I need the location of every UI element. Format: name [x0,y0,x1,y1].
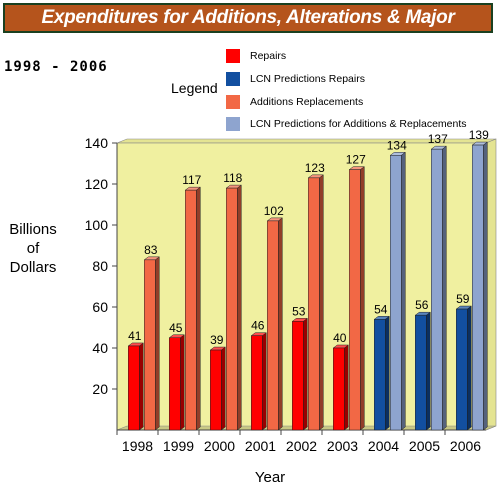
bar [415,314,427,431]
data-label: 54 [374,302,388,316]
y-tick-label: 60 [92,299,108,315]
legend-label: LCN Predictions for Additions & Replacem… [250,118,467,130]
bar-side [344,344,349,431]
bar-side [221,346,226,431]
legend-swatch [226,95,240,109]
data-label: 102 [264,204,284,218]
bar [128,345,140,431]
bar-side [385,315,390,431]
x-tick-label: 1999 [163,438,194,454]
data-label: 83 [144,243,158,257]
bar [292,321,304,431]
x-tick-label: 2006 [450,438,481,454]
bar [333,347,345,431]
y-axis-label: Billions of Dollars [0,220,66,277]
bar-side [319,174,324,431]
data-label: 139 [469,128,489,142]
bar [144,259,156,431]
bar [226,187,238,431]
bar-side [196,186,201,431]
legend-item-lcn-repairs: LCN Predictions Repairs [226,71,365,87]
y-tick-label: 80 [92,258,108,274]
data-label: 56 [415,298,429,312]
y-tick-label: 100 [85,217,109,233]
bar-side [262,332,267,431]
bar-side [237,184,242,431]
y-tick-label: 140 [85,135,109,151]
y-axis-label-line: Dollars [9,259,57,276]
bar-side [303,317,308,431]
legend-label: LCN Predictions Repairs [250,73,365,85]
data-label: 41 [128,329,142,343]
x-tick-label: 2003 [327,438,358,454]
x-tick-label: 2005 [409,438,440,454]
bar [251,335,263,431]
data-label: 117 [182,173,201,187]
y-tick-label: 40 [92,340,108,356]
bar [349,169,361,431]
legend-label: Additions Replacements [250,96,364,108]
y-axis-label-line: of [26,240,40,257]
data-label: 127 [346,153,366,167]
bar-side [180,334,185,431]
bar [185,189,197,431]
x-tick-label: 1998 [122,438,153,454]
legend-item-additions: Additions Replacements [226,94,363,110]
bar-side [467,305,472,431]
bar [267,220,279,431]
bar-side [360,166,365,431]
legend-title: Legend [171,80,218,96]
bar [431,148,443,431]
bar [374,319,386,431]
data-label: 46 [251,319,265,333]
data-label: 123 [305,161,325,175]
chart-subtitle: 1998 - 2006 [4,59,108,75]
x-tick-label: 2002 [286,438,317,454]
y-axis-label-line: Billions [9,221,57,238]
bar-side [426,311,431,431]
y-tick-label: 120 [85,176,109,192]
bar-side [139,342,144,431]
x-tick-label: 2000 [204,438,235,454]
chart-title: Expenditures for Additions, Alterations … [41,7,455,28]
data-label: 40 [333,331,347,345]
legend-swatch [226,72,240,86]
title-banner: Expenditures for Additions, Alterations … [3,3,493,33]
data-label: 118 [223,171,242,185]
data-label: 45 [169,321,183,335]
data-label: 134 [387,138,407,152]
data-label: 59 [456,292,470,306]
data-label: 137 [428,132,448,146]
bar-side [155,256,160,431]
legend-label: Repairs [250,50,287,62]
y-tick-label: 20 [92,381,108,397]
x-tick-label: 2004 [368,438,399,454]
legend-item-lcn-additions: LCN Predictions for Additions & Replacem… [226,116,467,132]
legend-swatch [226,117,240,131]
bar [308,177,320,431]
bar-side [401,151,406,431]
x-axis-label: Year [254,469,286,486]
bar [456,308,468,431]
data-label: 53 [292,304,306,318]
x-tick-label: 2001 [245,438,276,454]
bar [169,337,181,431]
data-label: 39 [210,333,224,347]
bar [390,155,402,431]
bar-side [278,217,283,431]
bar-side [483,141,488,431]
bar-side [442,145,447,431]
legend-item-repairs: Repairs [226,48,286,64]
legend-swatch [226,49,240,63]
bar [210,349,222,431]
bar [472,144,484,431]
